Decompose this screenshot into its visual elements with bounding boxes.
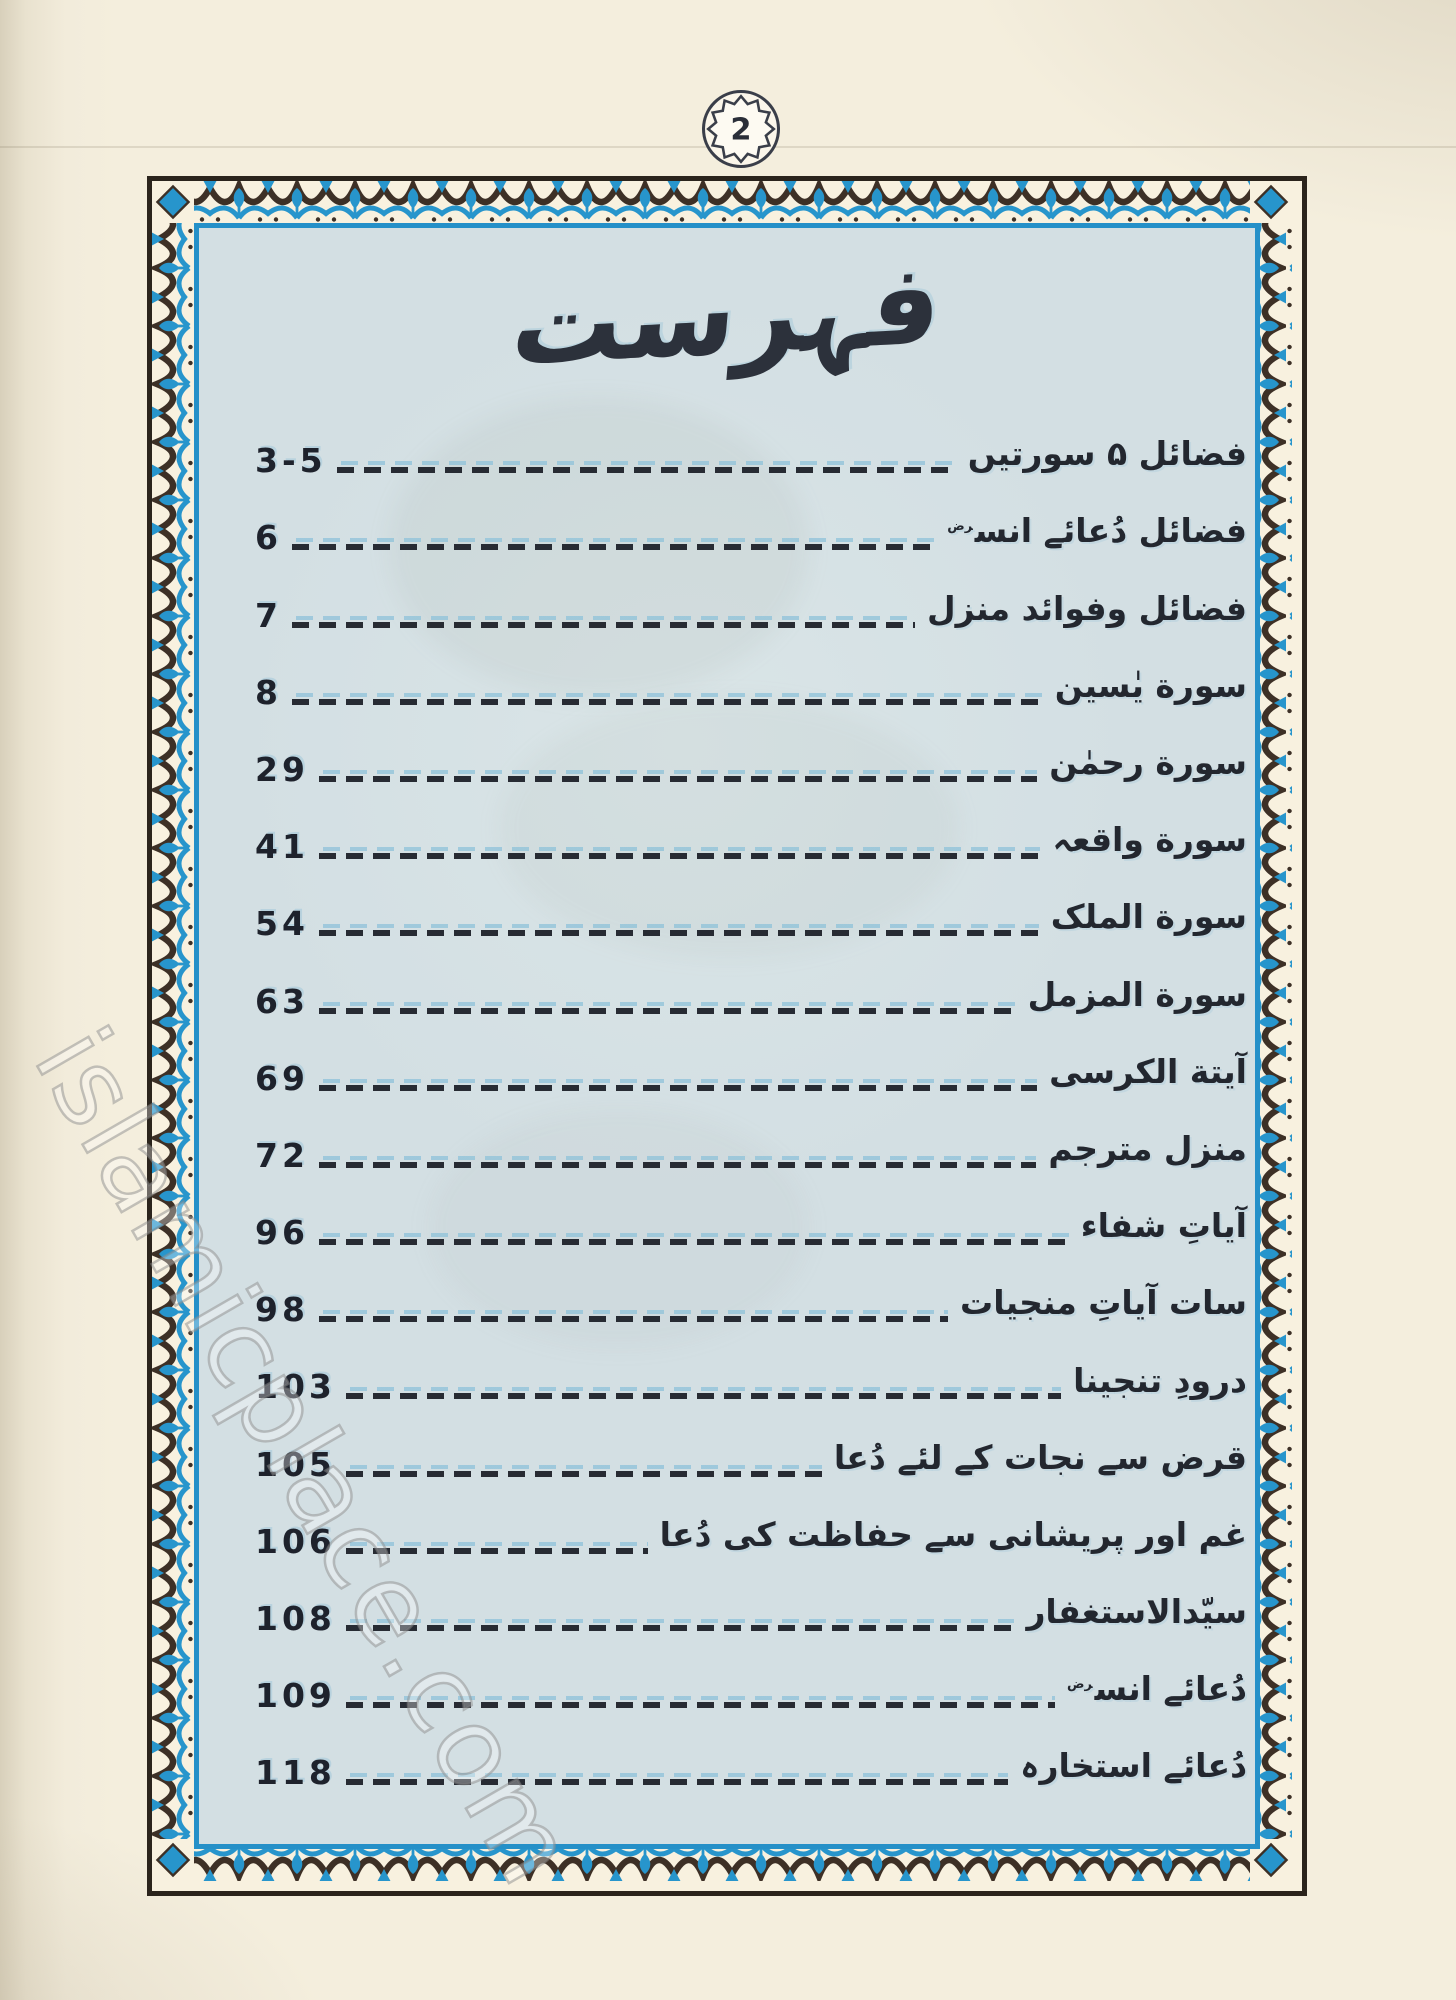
- toc-leader-dots: [318, 1310, 949, 1323]
- toc-row: 105 قرض سے نجات کے لئے دُعا: [255, 1405, 1247, 1482]
- toc-leader-dots: [318, 1233, 1069, 1246]
- toc-row: 54 سورة الملک: [255, 865, 1247, 942]
- toc-page-number: 63: [255, 981, 309, 1021]
- toc-entry-title: غم اور پریشانی سے حفاظت کی دُعا: [659, 1514, 1247, 1554]
- toc-page-number: 109: [255, 1676, 336, 1716]
- toc-row: 108 سیّدالاستغفار: [255, 1560, 1247, 1637]
- toc-page-number: 105: [255, 1444, 336, 1484]
- toc-page-number: 98: [255, 1290, 309, 1330]
- toc-leader-dots: [318, 1001, 1016, 1014]
- toc-entry-title: فضائل وفوائد منزل: [927, 588, 1247, 628]
- toc-leader-dots: [345, 1387, 1062, 1400]
- page-number-badge: 2: [700, 88, 782, 170]
- toc-row: 118 دُعائے استخارہ: [255, 1714, 1247, 1791]
- badge-star-icon: 2: [701, 89, 781, 169]
- toc-page-number: 118: [255, 1753, 336, 1793]
- toc-row: 6 فضائل دُعائے انسرض: [255, 479, 1247, 556]
- toc-entry-title: سورة رحمٰن: [1049, 743, 1247, 782]
- toc-page-number: 8: [255, 672, 282, 712]
- toc-leader-dots: [318, 769, 1038, 782]
- toc-page-number: 41: [255, 827, 309, 867]
- toc-page-number: 3-5: [255, 441, 327, 481]
- toc-entry-title: دُعائے استخارہ: [1020, 1746, 1247, 1786]
- toc-leader-dots: [345, 1464, 822, 1477]
- toc-leader-dots: [345, 1619, 1015, 1631]
- toc-row: 3-5 فضائل ۵ سورتیں: [255, 402, 1247, 479]
- toc-leader-dots: [291, 692, 1043, 705]
- toc-page-number: 54: [255, 904, 309, 944]
- toc-leader-dots: [291, 538, 936, 551]
- decorative-frame: فہرست 3-5 فضائل ۵ سورتیں 6 فضائل دُعائے …: [147, 176, 1307, 1896]
- corner-rosettes: [152, 181, 1292, 1881]
- toc-page-number: 103: [255, 1367, 336, 1407]
- toc-entry-title: سورة یٰسین: [1054, 665, 1247, 705]
- toc-page-number: 106: [255, 1521, 336, 1561]
- toc-leader-dots: [336, 461, 956, 474]
- toc-entry-title: آیتة الکرسی: [1049, 1051, 1247, 1091]
- toc-page-number: 72: [255, 1135, 309, 1175]
- toc-entry-title: دُعائے انسرض: [1067, 1669, 1247, 1709]
- toc-entry-title: سیّدالاستغفار: [1026, 1592, 1247, 1632]
- toc-leader-dots: [345, 1541, 648, 1554]
- badge-number: 2: [730, 113, 751, 148]
- toc-page-number: 7: [255, 595, 282, 635]
- toc-row: 7 فضائل وفوائد منزل: [255, 556, 1247, 633]
- toc-page-number: 96: [255, 1213, 309, 1253]
- toc-row: 63 سورة المزمل: [255, 942, 1247, 1019]
- toc-row: 109 دُعائے انسرض: [255, 1637, 1247, 1714]
- toc-page-number: 29: [255, 749, 309, 789]
- toc-page-number: 69: [255, 1058, 309, 1098]
- toc-row: 72 منزل مترجم: [255, 1097, 1247, 1174]
- toc-row: 106 غم اور پریشانی سے حفاظت کی دُعا: [255, 1483, 1247, 1560]
- toc-row: 103 درودِ تنجینا: [255, 1328, 1247, 1405]
- toc-leader-dots: [318, 1155, 1037, 1168]
- honorific-mark: رض: [947, 519, 973, 535]
- page-title: فہرست: [506, 239, 948, 391]
- toc-row: 41 سورة واقعہ: [255, 788, 1247, 865]
- toc-row: 8 سورة یٰسین: [255, 634, 1247, 711]
- toc-entry-title: سورة واقعہ: [1052, 820, 1247, 860]
- honorific-mark: رض: [1067, 1677, 1093, 1693]
- toc-row: 96 آیاتِ شفاء: [255, 1174, 1247, 1251]
- toc-page-number: 108: [255, 1599, 336, 1638]
- toc-row: 69 آیتة الکرسی: [255, 1020, 1247, 1097]
- toc-entry-title: آیاتِ شفاء: [1080, 1206, 1247, 1246]
- toc-content: فہرست 3-5 فضائل ۵ سورتیں 6 فضائل دُعائے …: [194, 223, 1260, 1849]
- toc-leader-dots: [318, 1078, 1038, 1091]
- toc-entry-title: فضائل دُعائے انسرض: [947, 511, 1247, 551]
- toc-row: 98 سات آیاتِ منجیات: [255, 1251, 1247, 1328]
- toc-leader-dots: [318, 847, 1041, 860]
- toc-entry-title: منزل مترجم: [1048, 1128, 1247, 1168]
- toc-entry-title: سورة الملک: [1050, 897, 1247, 937]
- toc-list: 3-5 فضائل ۵ سورتیں 6 فضائل دُعائے انسرض …: [199, 402, 1255, 1791]
- toc-entry-title: سات آیاتِ منجیات: [960, 1283, 1247, 1323]
- toc-entry-title: فضائل ۵ سورتیں: [967, 434, 1247, 474]
- toc-entry-title: درودِ تنجینا: [1073, 1360, 1247, 1400]
- toc-entry-title: قرض سے نجات کے لئے دُعا: [833, 1437, 1247, 1477]
- toc-leader-dots: [318, 924, 1039, 937]
- toc-row: 29 سورة رحمٰن: [255, 711, 1247, 788]
- toc-page-number: 6: [255, 518, 282, 558]
- toc-leader-dots: [345, 1696, 1056, 1709]
- toc-leader-dots: [291, 615, 916, 628]
- toc-entry-title: سورة المزمل: [1027, 974, 1247, 1014]
- toc-leader-dots: [345, 1773, 1009, 1786]
